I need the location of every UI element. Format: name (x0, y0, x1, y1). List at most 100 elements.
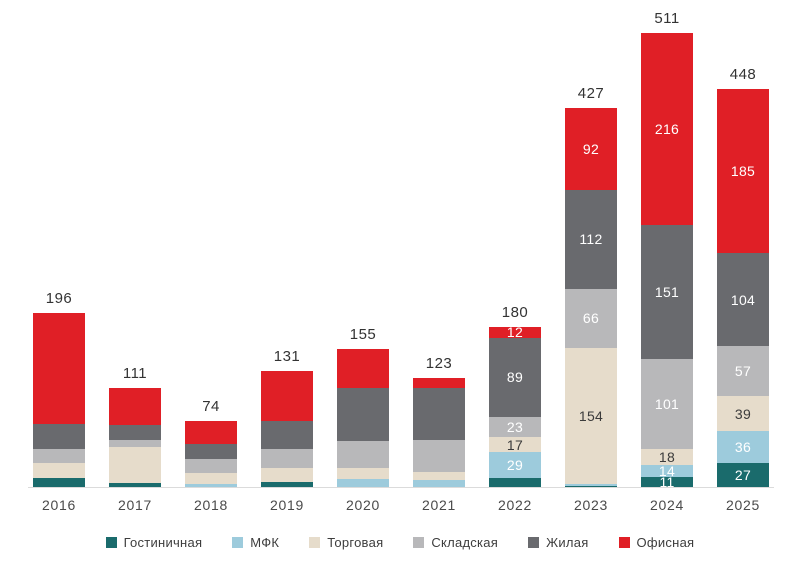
bar-segment (185, 472, 237, 485)
x-axis-label: 2020 (346, 497, 380, 513)
bar-segment: 185 (717, 89, 769, 254)
bar-segment-label: 92 (582, 140, 600, 157)
bar-segment (489, 478, 541, 487)
bar-segment (33, 423, 85, 449)
legend-label: Жилая (546, 535, 589, 550)
x-axis-label: 2017 (118, 497, 152, 513)
bar-segment: 154 (565, 347, 617, 485)
bar-segment: 23 (489, 416, 541, 438)
bar-segment-label: 57 (734, 363, 752, 380)
bar-total-label: 131 (273, 347, 301, 365)
bar-segment-label: 27 (734, 467, 752, 483)
bar-segment-label: 151 (654, 284, 680, 301)
legend-swatch (618, 537, 630, 548)
bar-segment (185, 458, 237, 473)
legend-label: Офисная (636, 535, 695, 550)
bar-total-label: 123 (425, 354, 453, 372)
bar-segment (109, 439, 161, 448)
x-axis-line (28, 487, 774, 488)
legend-swatch (232, 537, 244, 548)
legend-swatch (413, 537, 425, 548)
bar-segment (565, 484, 617, 487)
bar-total-label: 74 (202, 398, 220, 416)
legend-label: Торговая (327, 535, 384, 550)
bar-segment: 66 (565, 288, 617, 348)
legend-item-ofisnaya: Офисная (618, 535, 695, 550)
bar-segment: 101 (641, 359, 693, 449)
bar-segment (337, 479, 389, 487)
bar-segment (185, 484, 237, 487)
bar-segment-label: 104 (730, 291, 756, 308)
x-axis-label: 2019 (270, 497, 304, 513)
bar-segment-label: 36 (734, 439, 752, 456)
bar-segment (337, 468, 389, 479)
legend-label: МФК (250, 535, 280, 550)
bar-total-label: 427 (577, 84, 605, 102)
bar-segment (413, 377, 465, 389)
bar-segment: 89 (489, 337, 541, 417)
bar-segment: 12 (489, 324, 541, 341)
bar-segment-label: 101 (654, 395, 680, 412)
bar-segment (413, 388, 465, 440)
bar-segment-label: 14 (658, 463, 676, 480)
bar-total-label: 155 (349, 326, 377, 344)
bar-segment: 151 (641, 225, 693, 360)
bar-segment: 14 (641, 463, 693, 480)
x-axis-label: 2025 (726, 497, 760, 513)
bar-segment-label: 12 (506, 324, 524, 341)
x-axis-label: 2022 (498, 497, 532, 513)
x-axis-label: 2021 (422, 497, 456, 513)
legend-item-torgovaya: Торговая (309, 535, 383, 550)
bar-total-label: 511 (654, 10, 680, 28)
bar-segment-label: 154 (578, 407, 604, 424)
bar-segment: 104 (717, 253, 769, 346)
bar-segment (33, 478, 85, 487)
bar-segment-label: 11 (659, 474, 675, 491)
bar-segment (337, 387, 389, 441)
bar-segment-label: 29 (506, 457, 524, 474)
bar-segment (109, 424, 161, 440)
bar-segment (261, 370, 313, 422)
legend-swatch (528, 537, 540, 548)
x-axis-label: 2018 (194, 497, 228, 513)
bar-segment (33, 312, 85, 424)
bar-segment (565, 486, 617, 487)
legend-item-skladskaya: Складская (413, 535, 498, 550)
bar-segment-label: 18 (658, 448, 676, 465)
bar-segment: 92 (565, 107, 617, 190)
bar-segment-label: 216 (654, 121, 680, 138)
bar-segment-label: 39 (734, 405, 752, 422)
bar-segment (109, 388, 161, 425)
bar-segment-label: 17 (506, 436, 524, 453)
x-axis-label: 2023 (574, 497, 608, 513)
chart-legend: Гостиничная МФК Торговая Складская Жилая Офис… (0, 535, 800, 550)
bar-segment: 57 (717, 345, 769, 397)
bar-segment (413, 439, 465, 472)
bar-segment (261, 481, 313, 487)
bar-segment (33, 463, 85, 479)
bar-segment: 36 (717, 431, 769, 463)
bar-segment (261, 468, 313, 482)
bar-segment: 216 (641, 33, 693, 226)
legend-item-gostinichnaya: Гостиничная (105, 535, 203, 550)
bar-total-label: 111 (122, 365, 148, 383)
legend-swatch (309, 537, 321, 548)
bar-segment (337, 349, 389, 388)
x-axis-label: 2016 (42, 497, 76, 513)
bar-segment (413, 471, 465, 480)
legend-swatch (105, 537, 117, 548)
bar-segment (413, 479, 465, 487)
bar-total-label: 180 (501, 304, 529, 322)
bar-segment (337, 440, 389, 469)
bar-segment (185, 444, 237, 459)
bar-segment-label: 185 (730, 163, 756, 180)
bar-segment (109, 482, 161, 487)
bar-segment-label: 112 (579, 231, 603, 248)
bar-segment (33, 448, 85, 464)
bar-segment: 112 (565, 189, 617, 289)
bar-segment: 17 (489, 436, 541, 453)
bar-segment (261, 448, 313, 469)
bar-total-label: 196 (45, 289, 73, 307)
